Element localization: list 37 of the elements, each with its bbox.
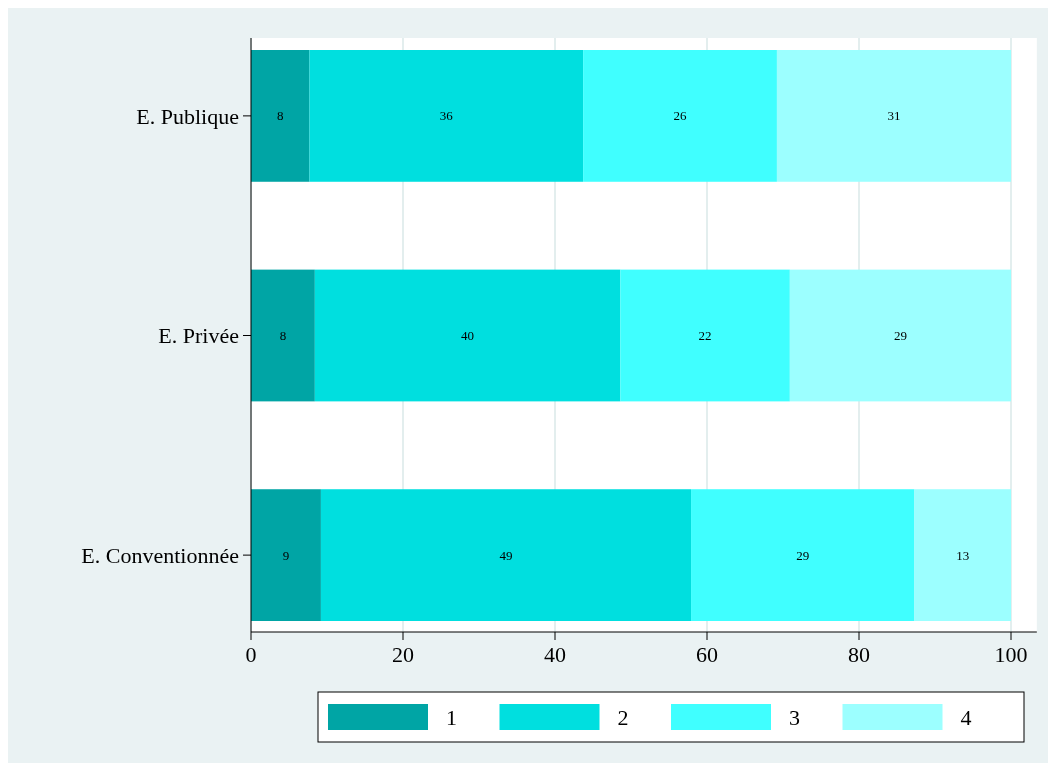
bar (914, 489, 1011, 621)
bar (583, 50, 777, 182)
x-tick-label: 40 (544, 642, 566, 667)
data-label: 40 (461, 328, 475, 344)
data-label: 49 (499, 547, 513, 563)
data-label: 8 (279, 328, 287, 344)
x-tick-label: 80 (848, 642, 870, 667)
bar (776, 50, 1011, 182)
x-tick-label: 100 (994, 642, 1028, 667)
data-label: 36 (439, 108, 454, 124)
data-label: 9 (282, 547, 290, 563)
x-tick-label: 20 (392, 642, 414, 667)
y-tick-label: E. Privée (158, 323, 239, 349)
data-label: 29 (893, 328, 907, 344)
bar (620, 269, 790, 402)
y-tick-label: E. Publique (136, 103, 239, 129)
x-tick-label: 60 (696, 642, 718, 667)
x-tick-label: 0 (245, 642, 257, 667)
data-label: 8 (277, 108, 284, 124)
legend-label: 1 (446, 704, 457, 730)
data-label: 26 (673, 108, 688, 124)
bar (320, 489, 692, 621)
bar (691, 489, 915, 621)
data-label: 29 (796, 547, 810, 563)
data-label: 13 (956, 547, 970, 563)
bar (309, 50, 584, 182)
data-label: 22 (698, 328, 712, 344)
bar (314, 269, 621, 402)
bar (251, 50, 310, 182)
bar (251, 269, 315, 402)
data-label: 31 (887, 108, 901, 124)
y-tick-label: E. Conventionnée (81, 542, 239, 568)
bar (251, 489, 321, 621)
legend-label: 3 (789, 704, 800, 730)
bar (789, 269, 1011, 402)
legend-label: 4 (960, 704, 972, 730)
legend-label: 2 (617, 704, 629, 730)
